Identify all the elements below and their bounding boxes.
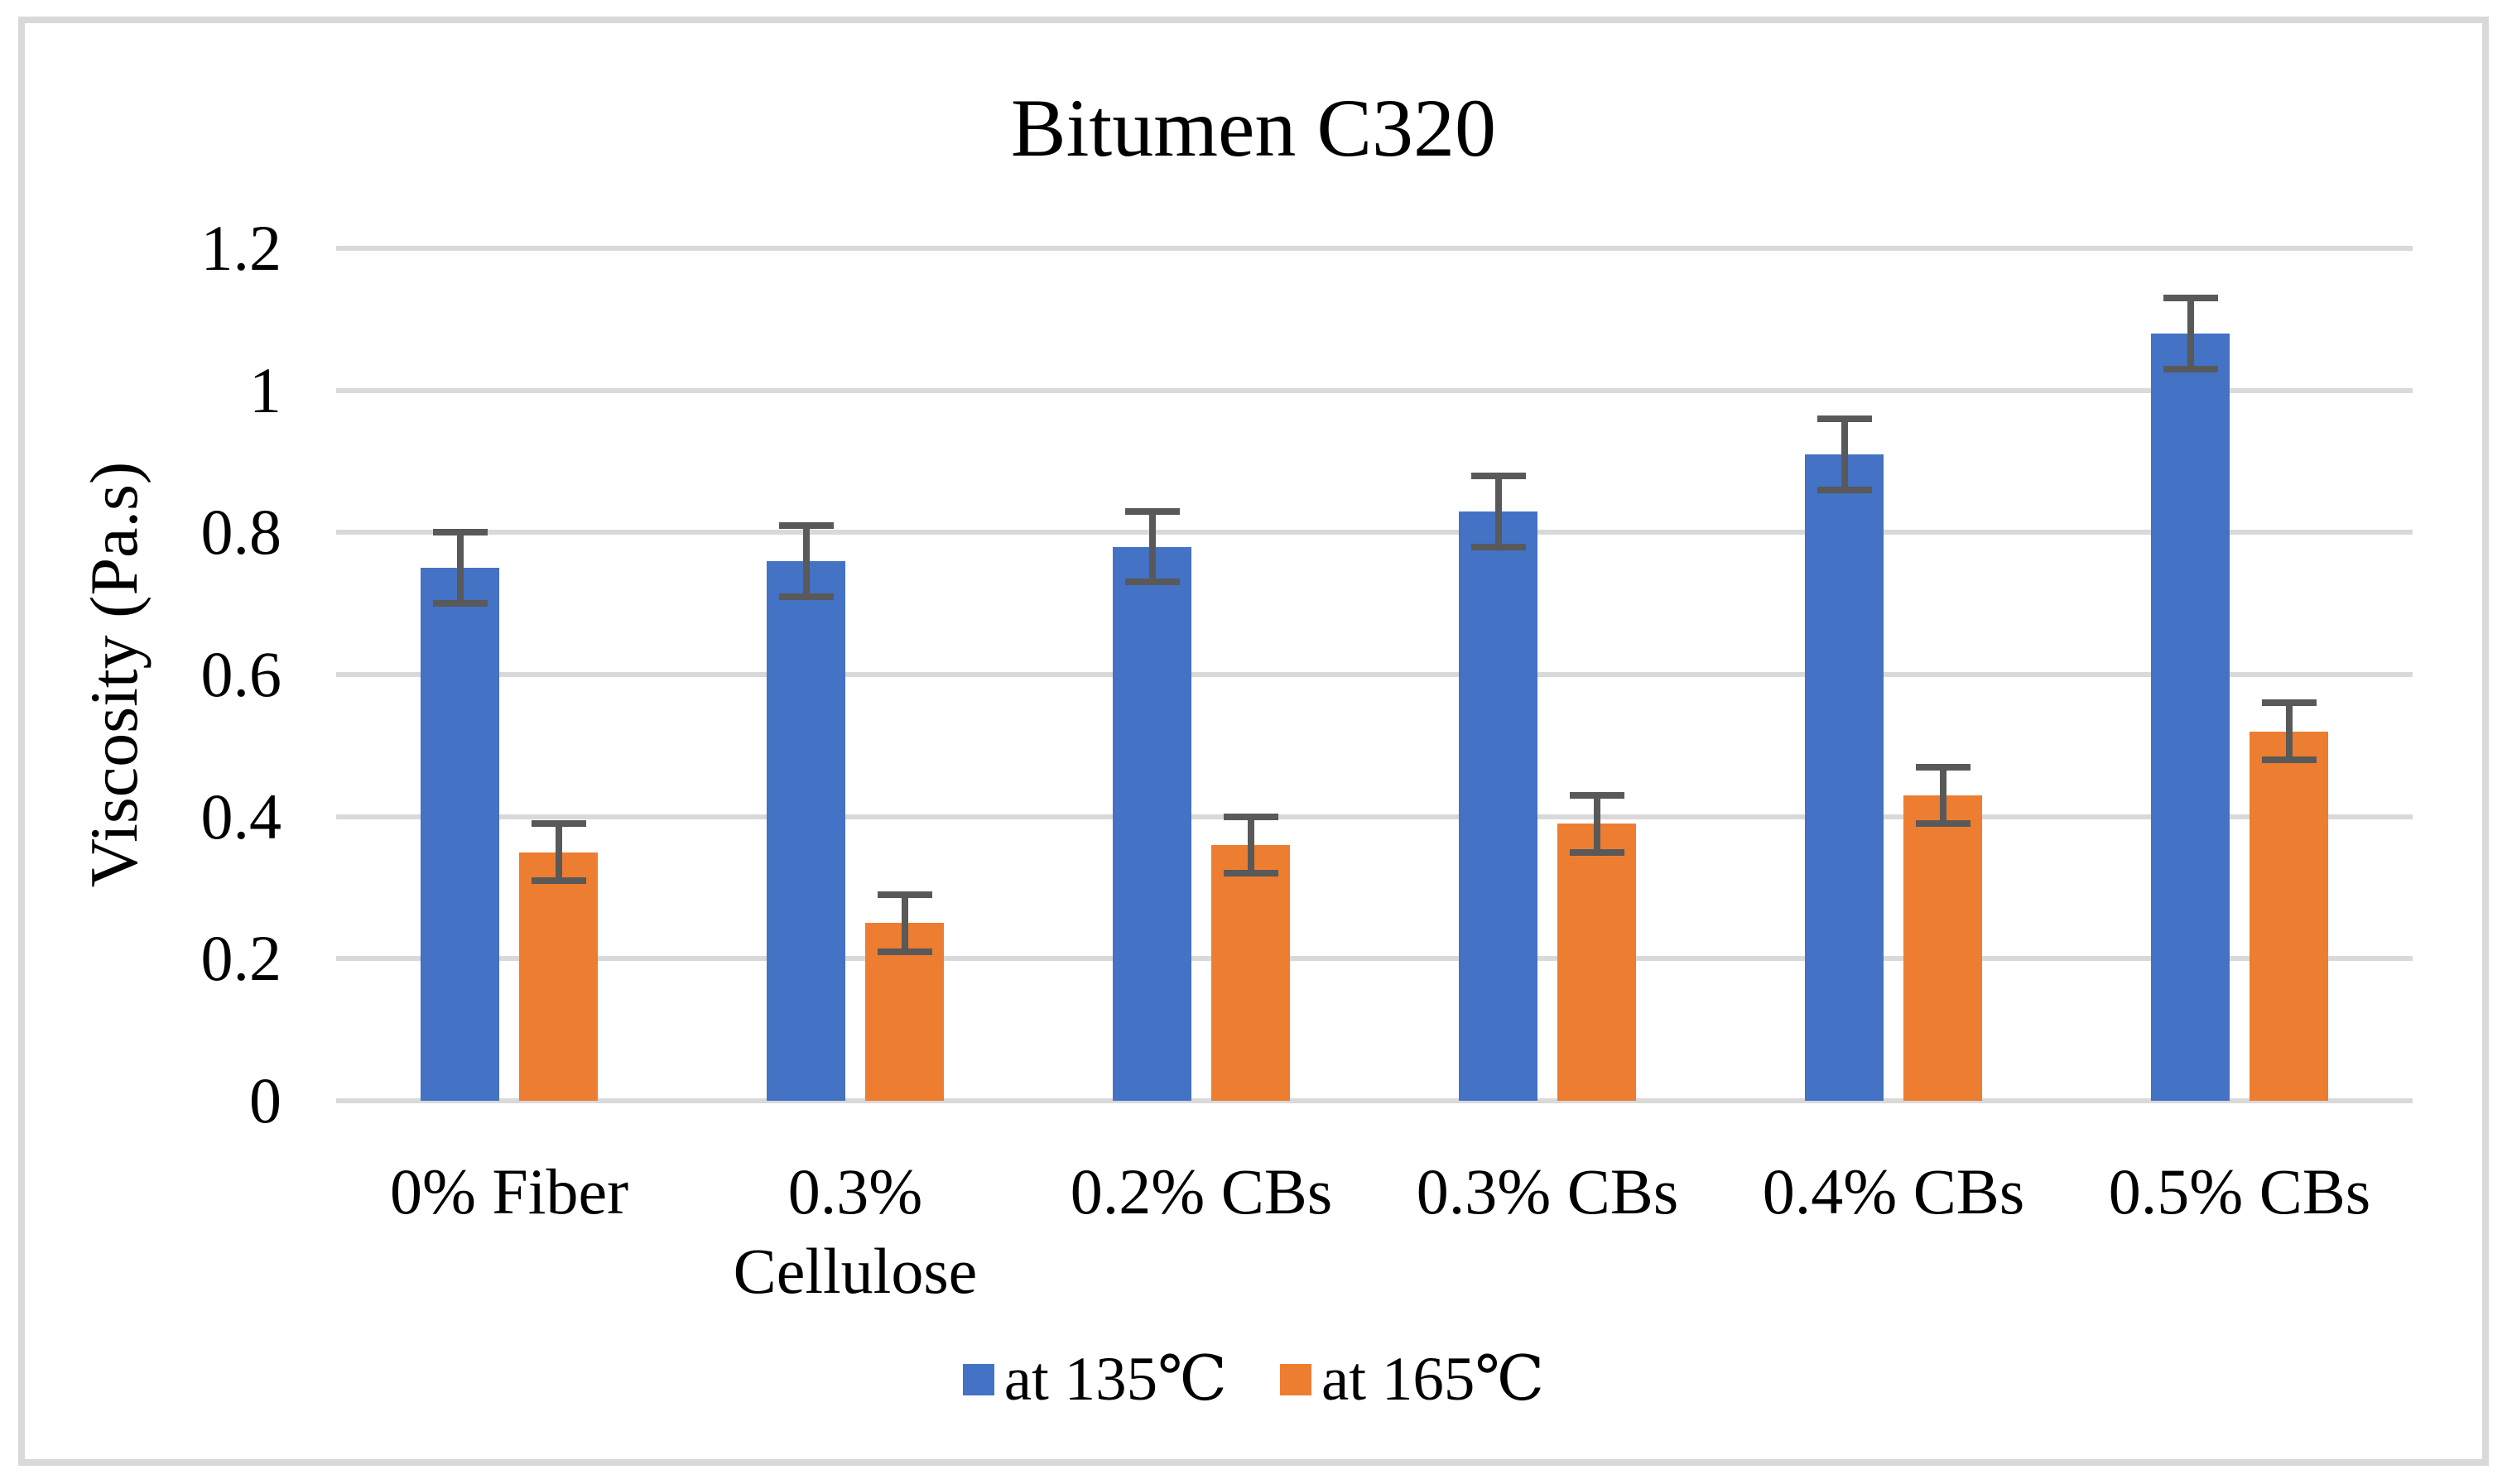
error-bar-cap: [1915, 763, 1970, 771]
y-tick-label: 0.6: [200, 638, 282, 710]
error-bar: [901, 895, 908, 952]
error-bar: [2187, 298, 2194, 369]
error-bar: [802, 525, 810, 597]
chart-border-frame: [18, 17, 2489, 1466]
gridline: [336, 814, 2413, 819]
gridline: [336, 246, 2413, 251]
error-bar-cap: [2261, 699, 2317, 707]
y-tick-label: 0.8: [200, 496, 282, 569]
error-bar-cap: [2261, 756, 2317, 763]
error-bar-cap: [1124, 507, 1180, 515]
bar-at-135-0-3-cellulose: [767, 560, 845, 1101]
bar-at-165-0-5-cbs: [2250, 731, 2328, 1101]
error-bar-cap: [1124, 579, 1180, 586]
error-bar-cap: [1569, 848, 1624, 856]
y-tick-label: 0.4: [200, 780, 282, 852]
x-axis-label-0-2-cbs: 0.2% CBs: [1070, 1155, 1333, 1227]
bar-at-135-0-5-cbs: [2151, 334, 2230, 1101]
legend-swatch-at-165: [1280, 1364, 1311, 1395]
error-bar: [1494, 475, 1502, 547]
legend-item-at-165: at 165℃: [1280, 1342, 1544, 1417]
gridline: [336, 1098, 2413, 1103]
error-bar-cap: [1816, 415, 1872, 422]
error-bar-cap: [2163, 295, 2218, 302]
chart-title: Bitumen C320: [1010, 82, 1497, 174]
error-bar-cap: [1569, 791, 1624, 799]
error-bar-cap: [778, 521, 834, 529]
gridline: [336, 956, 2413, 962]
y-tick-label: 0: [249, 1064, 281, 1136]
x-axis-label-0-3-cellulose: 0.3% Cellulose: [733, 1155, 978, 1307]
error-bar-cap: [778, 593, 834, 600]
gridline: [336, 530, 2413, 535]
x-axis-label-0-3-cbs: 0.3% CBs: [1416, 1155, 1679, 1227]
legend-item-at-135: at 135℃: [962, 1342, 1227, 1417]
error-bar-cap: [1223, 870, 1278, 877]
error-bar-cap: [531, 876, 586, 884]
error-bar: [1593, 795, 1600, 852]
bar-at-165-0-4-cbs: [1903, 795, 1982, 1101]
error-bar-cap: [531, 820, 586, 828]
gridline: [336, 387, 2413, 393]
y-tick-label: 0.2: [200, 922, 282, 995]
x-axis-label-0-5-cbs: 0.5% CBs: [2108, 1155, 2371, 1227]
error-bar: [456, 532, 464, 604]
error-bar-cap: [432, 600, 488, 608]
error-bar-cap: [432, 529, 488, 536]
gridline: [336, 672, 2413, 677]
error-bar: [1939, 766, 1946, 824]
error-bar: [1148, 511, 1156, 583]
error-bar-cap: [1470, 543, 1526, 550]
x-axis-label-0-4-cbs: 0.4% CBs: [1762, 1155, 2025, 1227]
legend-label-at-135: at 135℃: [1003, 1345, 1227, 1414]
legend-label-at-165: at 165℃: [1321, 1345, 1545, 1414]
error-bar-cap: [877, 948, 932, 955]
legend: at 135℃ at 165℃: [0, 1342, 2507, 1417]
bar-at-165-0-3-cbs: [1557, 824, 1636, 1101]
error-bar: [555, 824, 562, 881]
bar-at-135-0-3-cbs: [1459, 511, 1537, 1101]
error-bar-cap: [877, 891, 932, 899]
bar-at-165-0-2-cbs: [1211, 845, 1290, 1101]
bar-at-135-0-2-cbs: [1113, 546, 1191, 1101]
error-bar-cap: [1223, 813, 1278, 820]
error-bar-cap: [2163, 365, 2218, 372]
legend-swatch-at-135: [962, 1364, 994, 1395]
bar-at-135-0-fiber: [421, 568, 499, 1101]
error-bar: [2285, 703, 2293, 760]
bar-at-165-0-fiber: [519, 852, 598, 1101]
y-tick-label: 1: [249, 353, 281, 426]
error-bar: [1841, 419, 1848, 490]
y-tick-label: 1.2: [200, 212, 282, 284]
error-bar-cap: [1816, 486, 1872, 493]
error-bar: [1247, 816, 1254, 874]
error-bar-cap: [1470, 472, 1526, 479]
x-axis-label-0-fiber: 0% Fiber: [389, 1155, 629, 1227]
error-bar-cap: [1915, 820, 1970, 828]
bar-at-135-0-4-cbs: [1805, 454, 1884, 1101]
